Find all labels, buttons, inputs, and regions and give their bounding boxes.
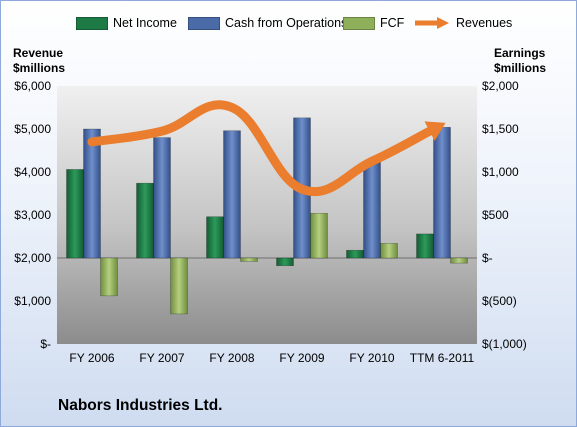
x-axis-category-label: FY 2009 [279, 351, 324, 365]
right-axis-tick-label: $1,000 [482, 165, 519, 179]
bar-cfo [223, 130, 241, 259]
legend-label-fcf: FCF [380, 16, 405, 30]
bar-fcf [310, 212, 328, 259]
bar-fcf [100, 257, 118, 297]
bar-net-income [136, 182, 154, 259]
right-axis-tick-label: $1,500 [482, 122, 519, 136]
company-name: Nabors Industries Ltd. [58, 397, 223, 414]
bar-cfo [153, 137, 171, 259]
left-axis-title-line2: $millions [13, 61, 66, 75]
legend-swatch-cfo [188, 16, 220, 30]
x-axis-category-label: TTM 6-2011 [410, 351, 475, 365]
right-axis-title: Earnings $millions [494, 46, 546, 76]
right-axis-tick-label: $(1,000) [482, 337, 527, 351]
legend-label-net-income: Net Income [113, 16, 177, 30]
bar-net-income [346, 249, 364, 259]
right-axis-title-line1: Earnings [494, 46, 546, 60]
bar-cfo [363, 161, 381, 259]
right-axis-tick-label: $500 [482, 208, 509, 222]
left-axis-tick-label: $4,000 [14, 165, 51, 179]
legend-item-net-income: Net Income [76, 10, 177, 36]
right-axis-tick-label: $(500) [482, 294, 517, 308]
bar-cfo [433, 126, 451, 259]
left-axis-tick-label: $3,000 [14, 208, 51, 222]
left-axis-tick-label: $5,000 [14, 122, 51, 136]
revenues-line [87, 100, 435, 197]
x-axis-category-label: FY 2008 [209, 351, 254, 365]
bar-cfo [83, 128, 101, 259]
x-axis-category-label: FY 2010 [349, 351, 394, 365]
bar-fcf [240, 257, 258, 262]
legend-arrow-revenues [415, 17, 449, 29]
legend: Net Income Cash from Operations FCF Reve… [0, 10, 577, 36]
x-axis-category-label: FY 2007 [139, 351, 184, 365]
bar-fcf [380, 243, 398, 259]
right-axis-title-line2: $millions [494, 61, 547, 75]
revenues-arrowhead [424, 121, 446, 141]
left-axis-tick-label: $2,000 [14, 251, 51, 265]
bar-fcf [170, 257, 188, 315]
right-axis-tick-label: $- [482, 251, 493, 265]
left-axis-tick-label: $1,000 [14, 294, 51, 308]
legend-item-cfo: Cash from Operations [188, 10, 347, 36]
legend-swatch-net-income [76, 16, 108, 30]
legend-label-cfo: Cash from Operations [225, 16, 348, 30]
legend-swatch-fcf [343, 16, 375, 30]
legend-label-revenues: Revenues [456, 16, 513, 30]
legend-item-fcf: FCF [343, 10, 404, 36]
left-axis-tick-label: $- [40, 337, 51, 351]
legend-item-revenues: Revenues [413, 10, 512, 36]
left-axis-tick-label: $6,000 [14, 79, 51, 93]
right-axis-tick-label: $2,000 [482, 79, 519, 93]
bar-net-income [276, 257, 294, 267]
bar-net-income [66, 169, 84, 259]
bar-net-income [206, 216, 224, 259]
plot-area [57, 86, 477, 344]
bar-net-income [416, 233, 434, 259]
x-axis-category-label: FY 2006 [69, 351, 114, 365]
left-axis-title: Revenue $millions [13, 46, 65, 76]
left-axis-title-line1: Revenue [13, 46, 64, 60]
bar-fcf [450, 257, 468, 264]
